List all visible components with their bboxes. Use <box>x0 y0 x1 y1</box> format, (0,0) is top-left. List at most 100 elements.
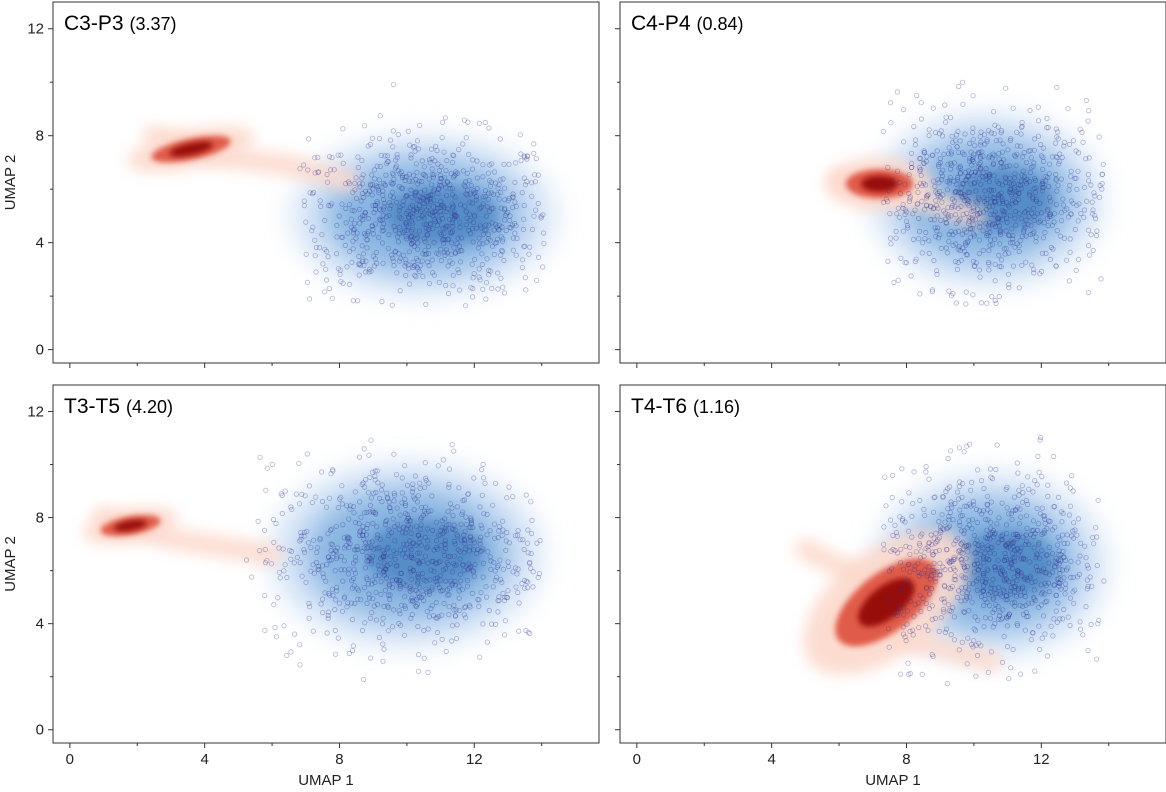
scatter-point <box>348 216 354 222</box>
scatter-point <box>413 273 419 280</box>
scatter-point <box>907 569 913 575</box>
scatter-point <box>932 540 938 546</box>
scatter-point <box>526 251 532 257</box>
scatter-point <box>1055 579 1061 586</box>
scatter-point <box>1064 206 1070 212</box>
scatter-point <box>420 592 426 598</box>
scatter-point <box>900 107 907 113</box>
scatter-point <box>490 584 496 590</box>
scatter-point <box>981 485 987 492</box>
scatter-point <box>413 189 419 195</box>
scatter-point <box>471 214 478 220</box>
scatter-point <box>1063 480 1070 486</box>
scatter-point <box>402 603 408 609</box>
scatter-point <box>363 532 369 538</box>
scatter-point <box>443 193 450 199</box>
scatter-point <box>444 587 450 593</box>
scatter-point <box>364 600 370 607</box>
scatter-point <box>326 590 332 597</box>
scatter-point <box>322 590 328 596</box>
scatter-point <box>1014 151 1020 157</box>
scatter-point <box>965 549 971 555</box>
scatter-point <box>894 550 901 556</box>
scatter-point <box>398 570 404 577</box>
scatter-point <box>954 174 961 181</box>
scatter-point <box>935 225 941 231</box>
scatter-point <box>1073 148 1079 154</box>
scatter-point <box>457 202 463 208</box>
scatter-point <box>1055 557 1061 563</box>
scatter-point <box>473 197 479 203</box>
scatter-point <box>479 492 485 498</box>
scatter-point <box>968 641 975 648</box>
scatter-point <box>901 582 907 588</box>
scatter-point <box>462 203 468 209</box>
scatter-point <box>428 182 435 188</box>
scatter-point <box>413 161 419 167</box>
scatter-point <box>963 176 970 182</box>
scatter-point <box>512 160 519 166</box>
scatter-point <box>963 503 970 509</box>
scatter-point <box>449 159 456 165</box>
scatter-point <box>419 570 425 577</box>
scatter-point <box>426 176 432 182</box>
scatter-point <box>435 532 442 538</box>
scatter-point <box>1009 239 1016 246</box>
scatter-point <box>885 258 891 264</box>
scatter-point <box>415 595 421 601</box>
scatter-point <box>364 525 370 532</box>
scatter-point <box>528 565 534 571</box>
scatter-point <box>385 628 391 634</box>
scatter-point <box>885 199 891 205</box>
scatter-point <box>947 115 954 121</box>
scatter-point <box>928 573 934 579</box>
scatter-point <box>941 609 947 615</box>
scatter-point <box>1006 250 1012 256</box>
scatter-point <box>441 204 447 210</box>
scatter-point <box>950 604 956 611</box>
scatter-point <box>922 236 928 242</box>
scatter-point <box>455 248 462 254</box>
scatter-point <box>989 581 995 588</box>
scatter-point <box>413 596 420 602</box>
scatter-point <box>393 163 400 169</box>
scatter-point <box>317 537 323 543</box>
scatter-point <box>384 546 390 552</box>
scatter-point <box>1048 623 1054 629</box>
scatter-point <box>480 162 486 168</box>
scatter-point <box>496 222 502 228</box>
scatter-point <box>951 576 957 583</box>
red-density-core <box>858 578 915 627</box>
scatter-point <box>998 533 1004 540</box>
scatter-point <box>475 596 481 603</box>
scatter-point <box>1052 582 1058 588</box>
scatter-point <box>1055 575 1062 582</box>
scatter-point <box>445 290 452 297</box>
scatter-point <box>918 116 925 122</box>
scatter-point <box>488 566 494 573</box>
scatter-point <box>943 546 950 553</box>
scatter-point <box>434 546 441 552</box>
scatter-point <box>1082 543 1088 549</box>
scatter-point <box>340 126 346 132</box>
scatter-point <box>478 534 484 540</box>
scatter-point <box>346 566 352 572</box>
scatter-point <box>379 482 385 488</box>
scatter-point <box>408 546 415 553</box>
scatter-point <box>344 534 350 540</box>
scatter-point <box>972 169 979 175</box>
scatter-point <box>381 553 387 559</box>
scatter-point <box>462 303 469 309</box>
scatter-point <box>503 211 509 217</box>
scatter-point <box>958 598 964 604</box>
scatter-point <box>962 503 968 509</box>
scatter-point <box>939 167 946 173</box>
scatter-point <box>433 578 439 585</box>
scatter-point <box>515 527 521 534</box>
scatter-point <box>504 594 510 600</box>
scatter-point <box>380 641 386 647</box>
scatter-point <box>1044 525 1050 532</box>
scatter-point <box>914 183 920 189</box>
scatter-point <box>1022 224 1028 230</box>
